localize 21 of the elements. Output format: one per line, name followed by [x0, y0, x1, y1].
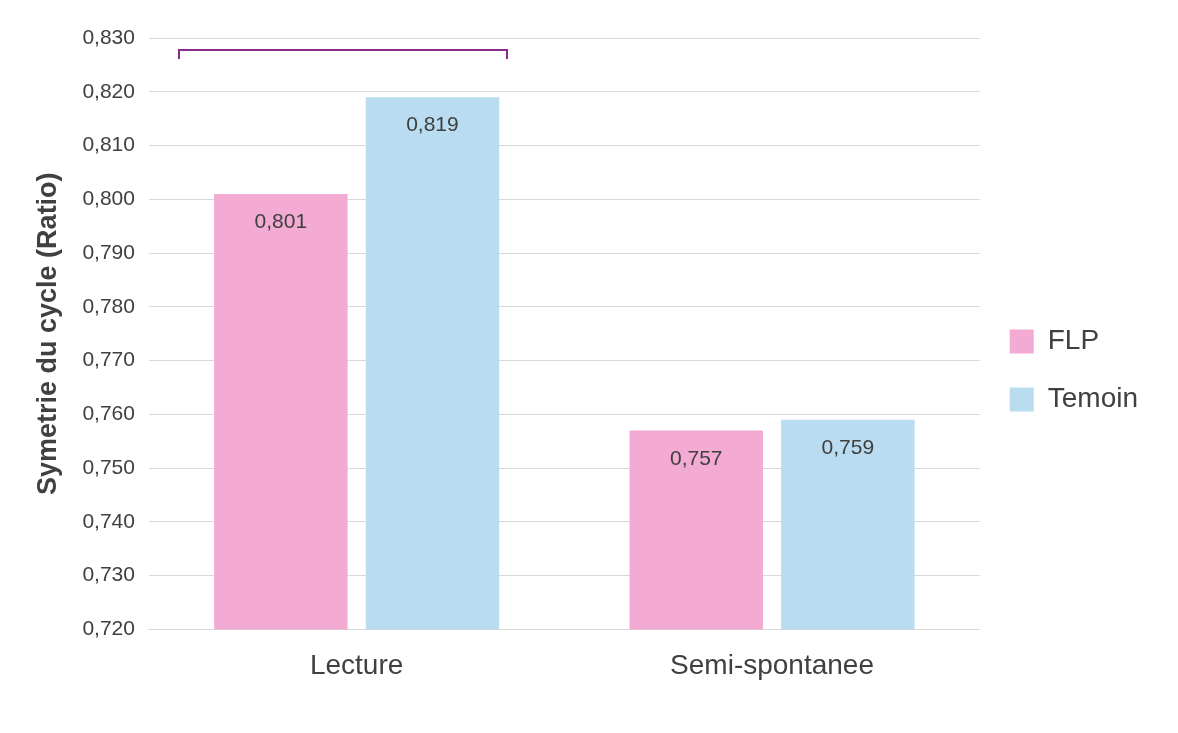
y-tick-label: 0,800 [82, 186, 135, 210]
y-tick-label: 0,810 [82, 132, 135, 156]
data-label: 0,819 [406, 112, 459, 136]
y-tick-label: 0,740 [82, 508, 135, 532]
x-tick-label: Lecture [309, 648, 404, 680]
y-tick-label: 0,780 [82, 293, 135, 317]
y-axis-title: Symetrie du cycle (Ratio) [31, 172, 62, 495]
x-tick-label: Semi-spontanee [670, 648, 874, 680]
data-label: 0,757 [669, 445, 723, 469]
y-tick-label: 0,770 [82, 347, 135, 371]
y-tick-label: 0,790 [82, 239, 135, 263]
legend-label: FLP [1047, 324, 1100, 356]
y-tick-label: 0,750 [82, 454, 135, 478]
legend-label: Temoin [1047, 382, 1138, 414]
y-tick-label: 0,830 [82, 24, 135, 48]
y-tick-label: 0,730 [82, 562, 135, 586]
y-tick-label: 0,820 [82, 78, 135, 102]
data-label: 0,759 [821, 435, 875, 459]
data-label: 0,801 [254, 209, 308, 233]
y-tick-label: 0,760 [82, 401, 135, 425]
y-tick-label: 0,720 [82, 616, 135, 640]
